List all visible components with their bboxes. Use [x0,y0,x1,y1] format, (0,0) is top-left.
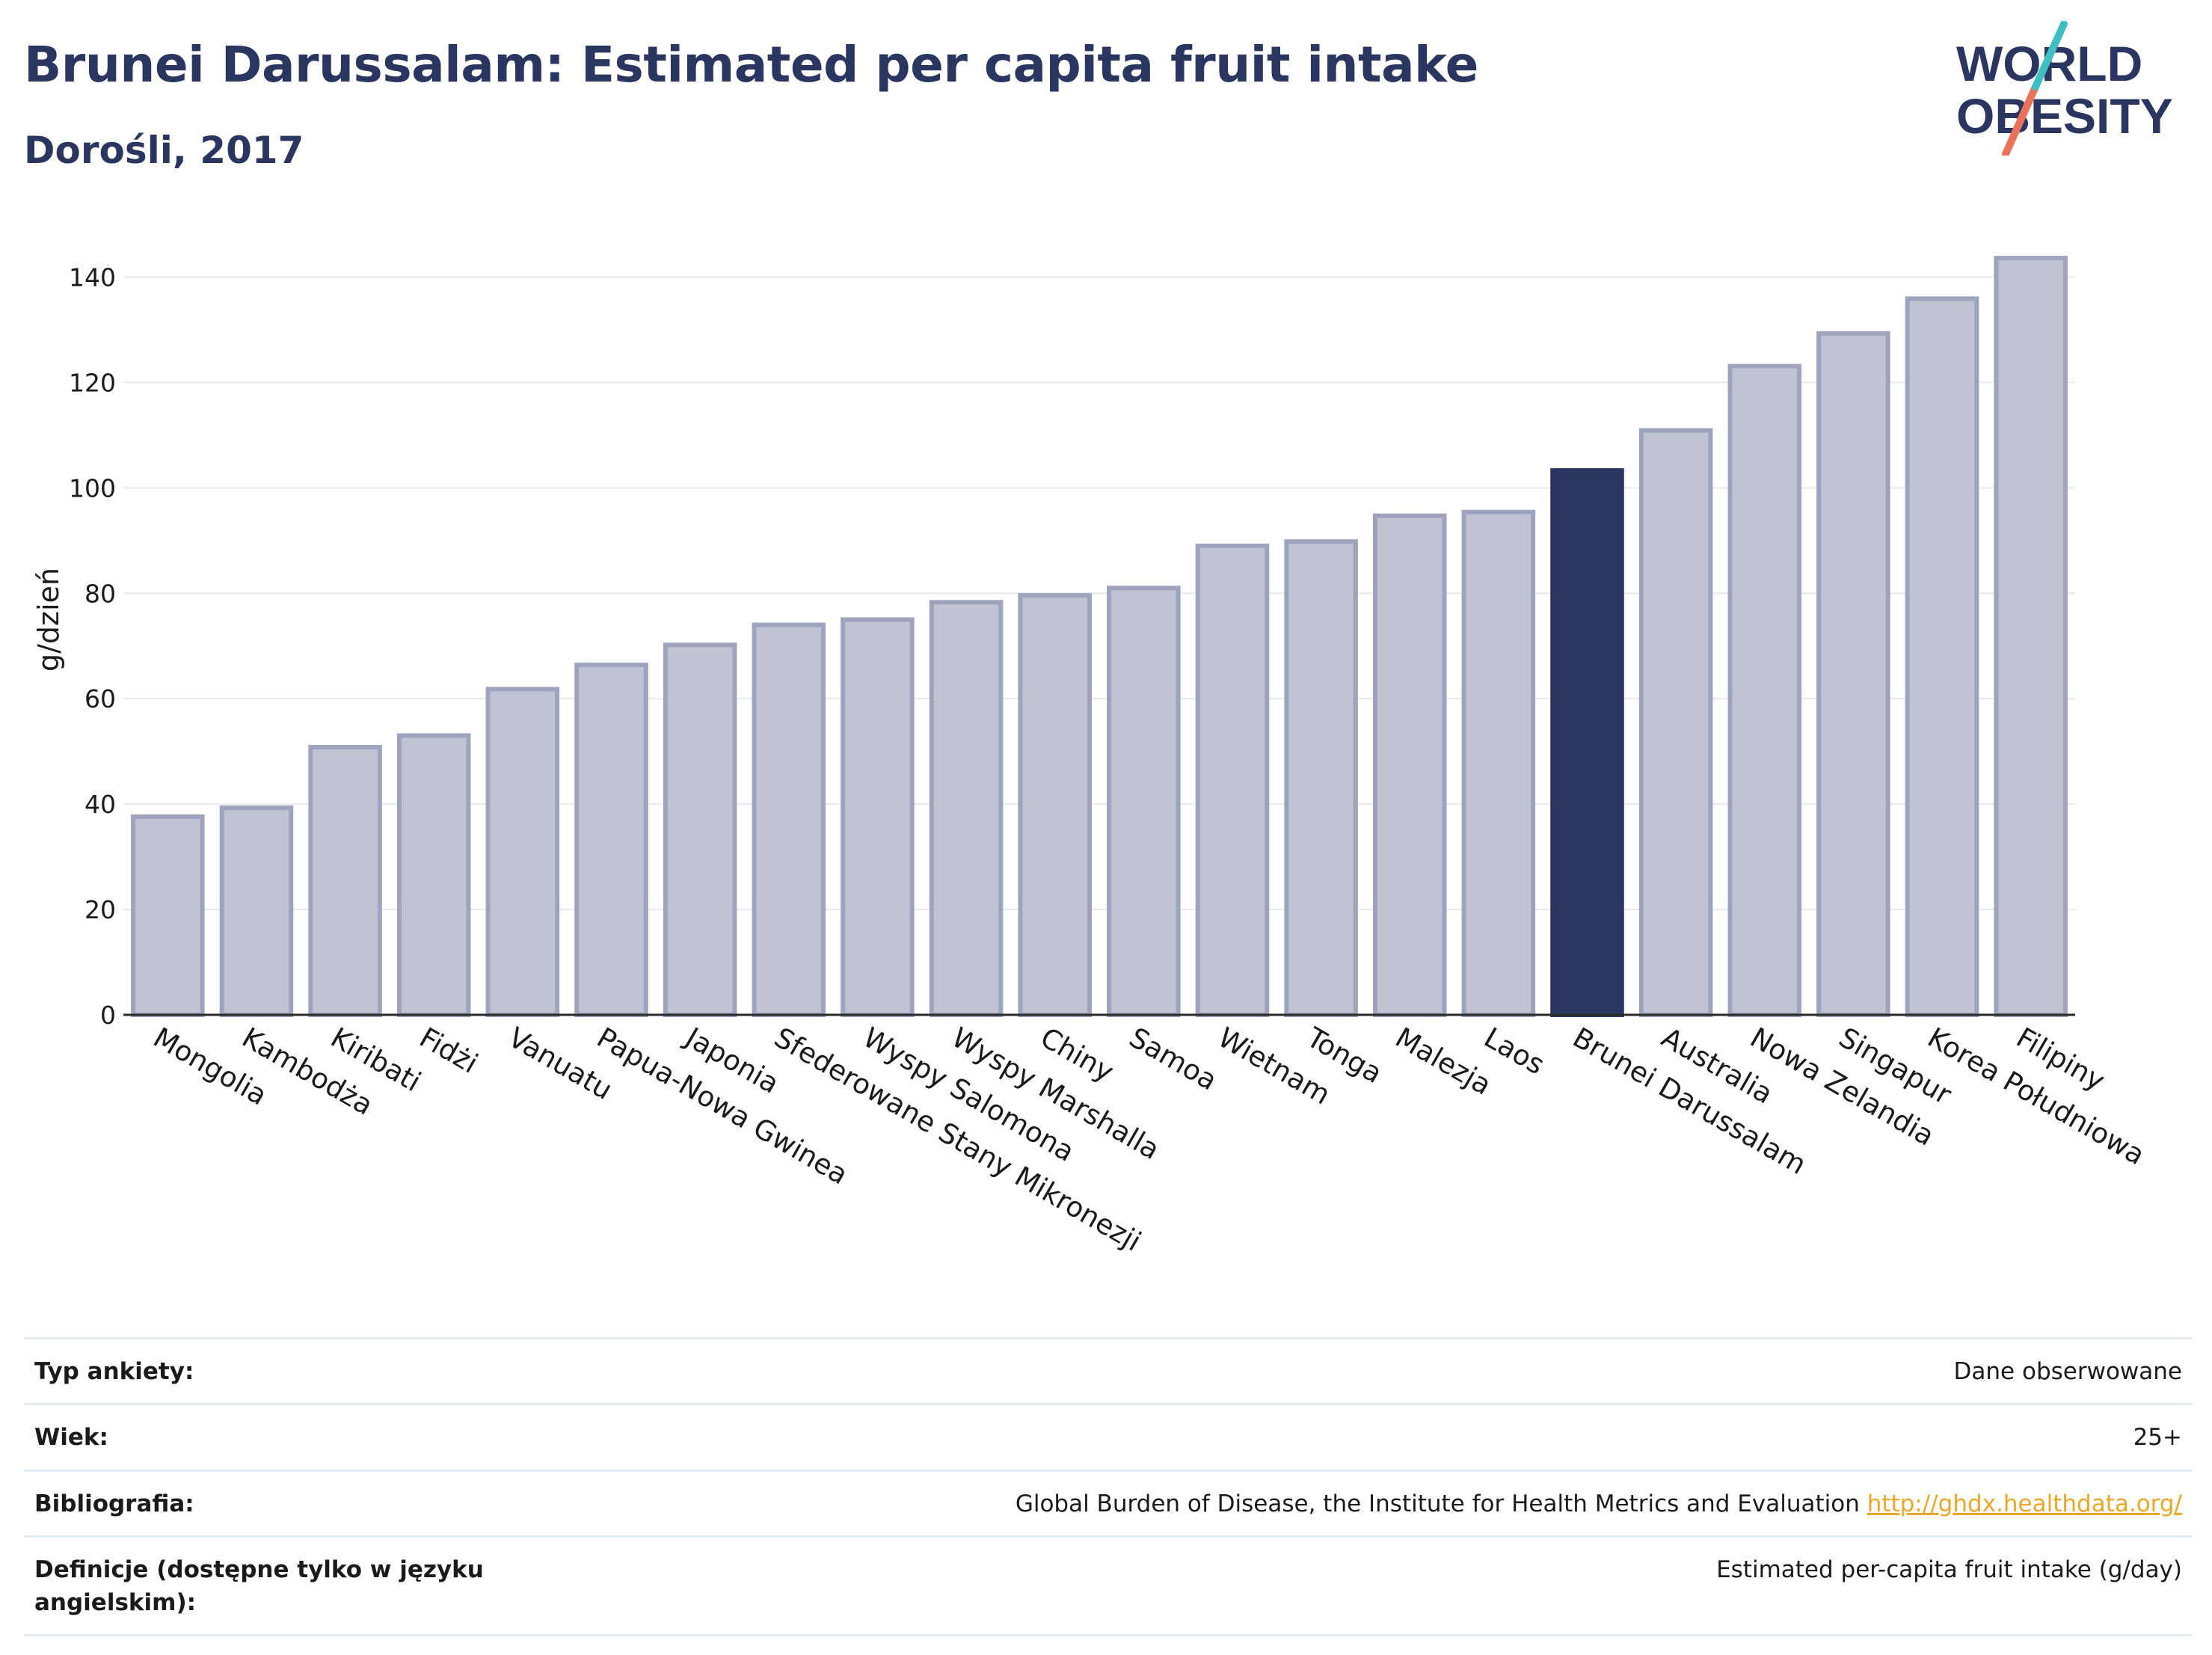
info-label: Typ ankiety: [34,1358,194,1385]
bar [1018,593,1092,1017]
bar [131,814,205,1018]
info-row-bibliography: Bibliografia: Global Burden of Disease, … [24,1469,2193,1535]
logo-slash-teal [2032,21,2068,90]
bar [841,617,915,1017]
bar [396,733,471,1017]
logo-line2: OBESITY [1956,88,2173,144]
y-tick-label: 0 [100,1001,116,1030]
chart-subtitle: Dorośli, 2017 [24,129,304,172]
bar [1905,296,1979,1018]
bar [574,663,648,1017]
info-value: Global Burden of Disease, the Institute … [1016,1488,2182,1520]
y-tick-label: 120 [69,368,116,397]
y-tick-label: 80 [85,579,116,608]
bar [663,642,737,1017]
info-value: Estimated per-capita fruit intake (g/day… [1716,1556,2182,1584]
bars [131,256,2068,1018]
bar [1107,586,1181,1017]
info-label: Definicje (dostępne tylko w języku angie… [34,1556,484,1616]
bibliography-text: Global Burden of Disease, the Institute … [1015,1490,1867,1517]
info-table: Typ ankiety: Dane obserwowane Wiek: 25+ … [24,1337,2193,1636]
y-tick-label: 140 [69,262,116,292]
info-row-survey-type: Typ ankiety: Dane obserwowane [24,1337,2193,1403]
x-tick-label: Malezja [1390,1022,1497,1102]
bar [485,687,560,1017]
world-obesity-logo: WORLD OBESITY [1956,21,2173,156]
y-tick-label: 60 [85,684,116,713]
bar [1372,513,1447,1017]
info-label: Bibliografia: [34,1490,194,1517]
bar-highlight [1550,468,1624,1017]
bar [308,745,382,1018]
chart-title: Brunei Darussalam: Estimated per capita … [24,36,1478,93]
bar [752,622,826,1017]
y-tick-label: 40 [85,790,116,819]
bar [1727,363,1802,1017]
bar [1461,509,1536,1017]
bar [1195,543,1270,1017]
info-value: 25+ [2133,1424,2182,1452]
info-label: Wiek: [34,1424,108,1452]
logo-slash-coral [2002,83,2039,156]
info-row-age: Wiek: 25+ [24,1403,2193,1469]
bar [219,805,294,1017]
x-tick-label: Samoa [1124,1022,1223,1097]
bar [1994,256,2068,1017]
y-tick-label: 100 [69,473,116,503]
y-tick-label: 20 [85,895,116,924]
y-axis-title: g/dzień [32,568,65,672]
bar [929,600,1004,1017]
info-value: Dane obserwowane [1953,1358,2182,1385]
y-axis-ticks: 0 20 40 60 80 100 120 140 [69,262,116,1030]
bar [1816,331,1890,1017]
bar-chart: 0 20 40 60 80 100 120 140 MongoliaKambodżaKirib… [32,256,2150,1258]
bar [1284,539,1358,1017]
bar [1638,428,1713,1017]
bibliography-link[interactable]: http://ghdx.healthdata.org/ [1867,1490,2182,1517]
info-row-definitions: Definicje (dostępne tylko w języku angie… [24,1535,2193,1636]
